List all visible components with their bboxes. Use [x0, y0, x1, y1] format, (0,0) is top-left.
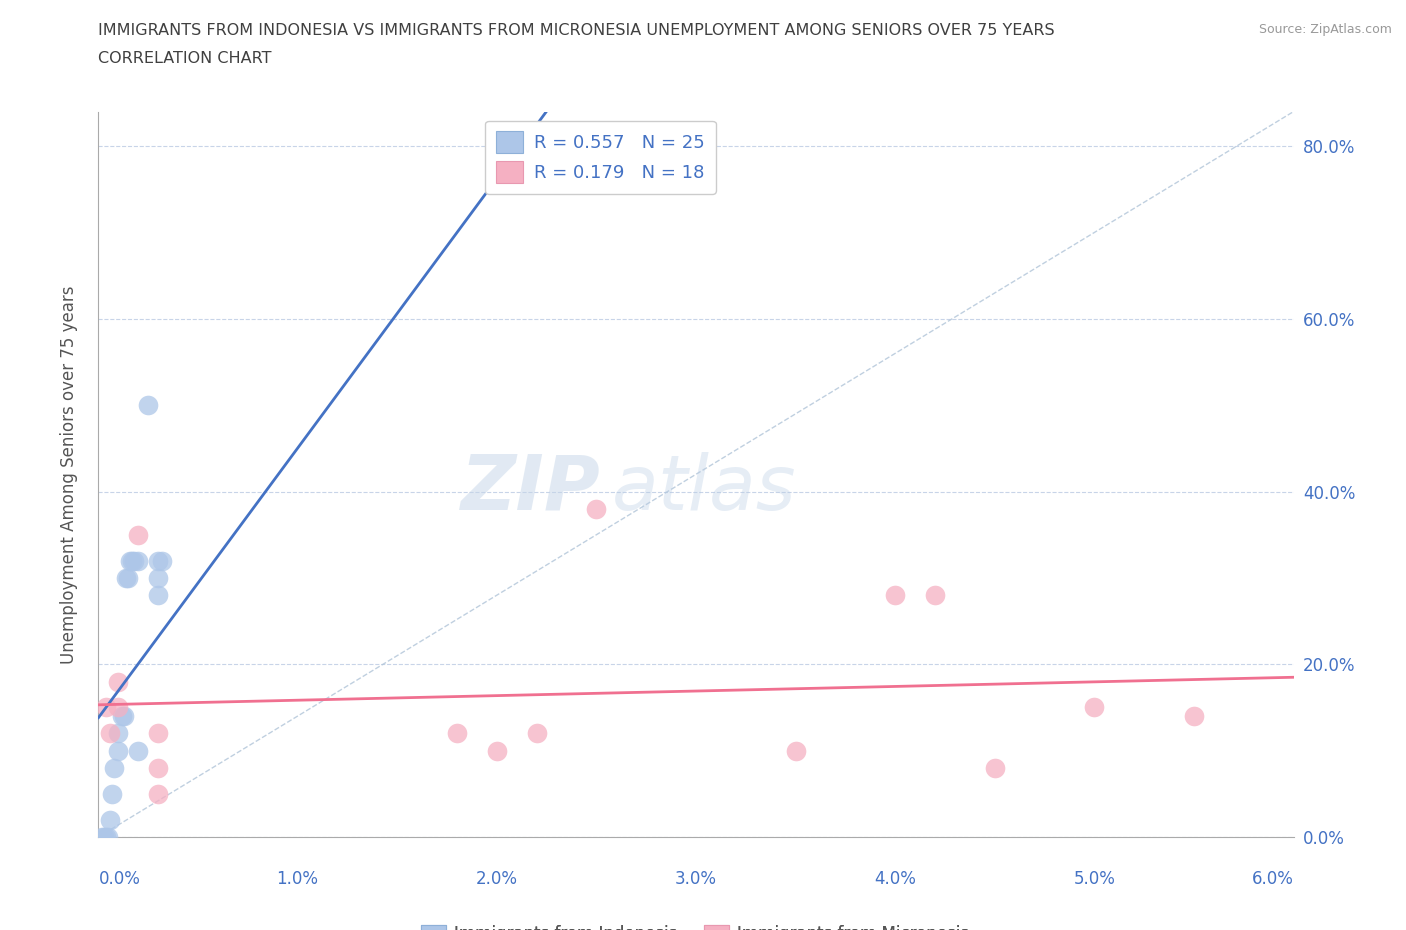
Point — [148, 726, 170, 741]
Point — [101, 787, 124, 802]
Point — [107, 674, 129, 689]
Point — [984, 761, 1007, 776]
Text: 3.0%: 3.0% — [675, 870, 717, 887]
Point — [121, 553, 143, 568]
Point — [107, 700, 129, 715]
Point — [124, 553, 146, 568]
Point — [1083, 700, 1105, 715]
Point — [120, 553, 142, 568]
Point — [127, 743, 149, 758]
Point — [884, 588, 907, 603]
Point — [93, 830, 115, 844]
Text: atlas: atlas — [613, 452, 797, 525]
Text: Source: ZipAtlas.com: Source: ZipAtlas.com — [1258, 23, 1392, 36]
Point — [150, 553, 173, 568]
Point — [526, 156, 548, 171]
Point — [485, 743, 508, 758]
Text: ZIP: ZIP — [461, 452, 600, 525]
Point — [96, 830, 118, 844]
Point — [107, 726, 129, 741]
Text: IMMIGRANTS FROM INDONESIA VS IMMIGRANTS FROM MICRONESIA UNEMPLOYMENT AMONG SENIO: IMMIGRANTS FROM INDONESIA VS IMMIGRANTS … — [98, 23, 1054, 38]
Point — [127, 527, 149, 542]
Point — [91, 830, 114, 844]
Point — [526, 726, 548, 741]
Legend: Immigrants from Indonesia, Immigrants from Micronesia: Immigrants from Indonesia, Immigrants fr… — [415, 918, 977, 930]
Point — [107, 743, 129, 758]
Point — [1182, 709, 1205, 724]
Point — [148, 588, 170, 603]
Y-axis label: Unemployment Among Seniors over 75 years: Unemployment Among Seniors over 75 years — [59, 286, 77, 663]
Text: 4.0%: 4.0% — [875, 870, 917, 887]
Point — [148, 787, 170, 802]
Point — [127, 553, 149, 568]
Text: 5.0%: 5.0% — [1073, 870, 1115, 887]
Text: 2.0%: 2.0% — [475, 870, 517, 887]
Point — [112, 709, 135, 724]
Text: 6.0%: 6.0% — [1251, 870, 1294, 887]
Point — [98, 812, 122, 827]
Point — [136, 398, 159, 413]
Point — [96, 700, 118, 715]
Text: 1.0%: 1.0% — [277, 870, 319, 887]
Point — [117, 570, 139, 585]
Point — [526, 156, 548, 171]
Point — [97, 830, 120, 844]
Point — [585, 501, 607, 516]
Point — [148, 570, 170, 585]
Point — [98, 726, 122, 741]
Point — [446, 726, 468, 741]
Point — [148, 761, 170, 776]
Text: 0.0%: 0.0% — [98, 870, 141, 887]
Point — [103, 761, 125, 776]
Text: CORRELATION CHART: CORRELATION CHART — [98, 51, 271, 66]
Point — [111, 709, 134, 724]
Point — [115, 570, 138, 585]
Point — [785, 743, 807, 758]
Point — [148, 553, 170, 568]
Point — [924, 588, 946, 603]
